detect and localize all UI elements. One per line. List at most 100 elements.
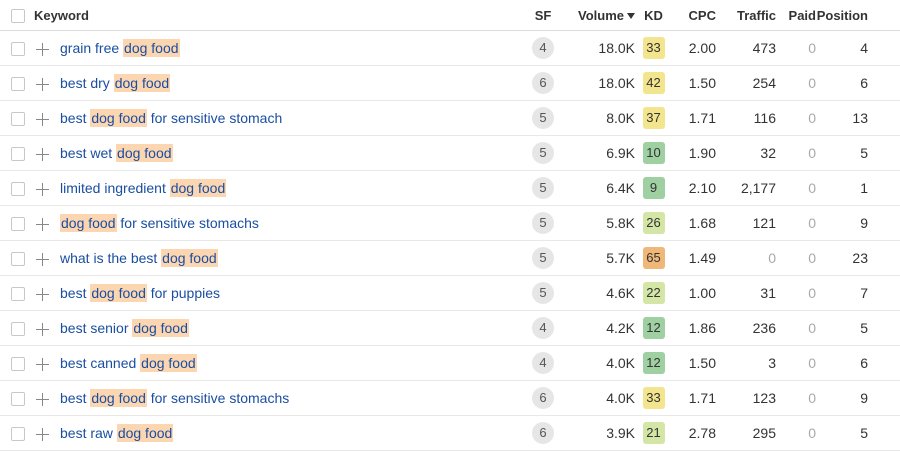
cpc-cell: 1.49 [672, 240, 716, 276]
keyword-link[interactable]: best wet dog food [60, 144, 173, 162]
add-to-list-cell [36, 30, 60, 66]
column-header-volume[interactable]: Volume [556, 0, 635, 31]
kd-badge: 42 [642, 72, 665, 94]
row-checkbox[interactable] [11, 252, 25, 267]
plus-icon[interactable] [36, 287, 49, 301]
column-header-sf[interactable]: SF [530, 0, 556, 31]
sf-badge[interactable]: 4 [532, 37, 554, 59]
row-checkbox[interactable] [11, 77, 25, 92]
keyword-link[interactable]: best canned dog food [60, 354, 197, 372]
column-header-paid[interactable]: Paid [776, 0, 816, 31]
keyword-text-post: for sensitive stomachs [146, 390, 290, 406]
keyword-link[interactable]: best dog food for sensitive stomach [60, 109, 282, 127]
row-checkbox[interactable] [11, 427, 25, 442]
sf-badge[interactable]: 6 [532, 72, 554, 94]
column-header-keyword[interactable]: Keyword [34, 0, 504, 31]
sf-badge[interactable]: 5 [532, 247, 554, 269]
volume-cell: 6.4K [556, 170, 635, 206]
plus-icon[interactable] [36, 147, 49, 161]
kd-badge: 33 [642, 387, 665, 409]
row-checkbox[interactable] [11, 392, 25, 407]
keyword-link[interactable]: best dog food for puppies [60, 284, 220, 302]
keyword-link[interactable]: best senior dog food [60, 319, 189, 337]
volume-cell: 5.7K [556, 240, 635, 276]
keyword-highlight: dog food [116, 144, 173, 162]
plus-icon[interactable] [36, 392, 49, 406]
row-checkbox-cell [0, 100, 36, 136]
position-cell: 6 [816, 345, 900, 381]
traffic-cell: 254 [716, 65, 776, 101]
kd-cell: 21 [635, 415, 672, 451]
plus-icon[interactable] [36, 182, 49, 196]
volume-cell: 4.0K [556, 380, 635, 416]
plus-icon[interactable] [36, 77, 49, 91]
column-header-position[interactable]: Position [816, 0, 900, 31]
row-checkbox[interactable] [11, 357, 25, 372]
volume-cell: 3.9K [556, 415, 635, 451]
plus-icon[interactable] [36, 357, 49, 371]
plus-icon[interactable] [36, 112, 49, 126]
volume-cell: 4.2K [556, 310, 635, 346]
sf-badge[interactable]: 6 [532, 387, 554, 409]
sf-cell: 5 [530, 170, 556, 206]
kd-cell: 33 [635, 30, 672, 66]
cpc-cell: 1.86 [672, 310, 716, 346]
sf-cell: 5 [530, 275, 556, 311]
kd-badge: 10 [642, 142, 665, 164]
keyword-text-post: for puppies [146, 285, 221, 301]
keyword-link[interactable]: limited ingredient dog food [60, 179, 227, 197]
row-checkbox[interactable] [11, 182, 25, 197]
traffic-cell: 236 [716, 310, 776, 346]
keyword-text-post: for sensitive stomachs [116, 215, 259, 231]
cpc-cell: 2.78 [672, 415, 716, 451]
paid-cell: 0 [776, 205, 816, 241]
kd-badge: 9 [642, 177, 665, 199]
column-header-kd[interactable]: KD [635, 0, 672, 31]
row-checkbox[interactable] [11, 147, 25, 162]
row-checkbox[interactable] [11, 42, 25, 57]
sf-badge[interactable]: 4 [532, 317, 554, 339]
row-checkbox[interactable] [11, 217, 25, 232]
kd-badge: 26 [642, 212, 665, 234]
keyword-text-pre: best raw [60, 425, 117, 441]
row-checkbox[interactable] [11, 322, 25, 337]
sf-badge[interactable]: 5 [532, 142, 554, 164]
kd-badge: 21 [642, 422, 665, 444]
keyword-link[interactable]: best raw dog food [60, 424, 174, 442]
traffic-cell: 123 [716, 380, 776, 416]
add-to-list-cell [36, 170, 60, 206]
keyword-link[interactable]: dog food for sensitive stomachs [60, 214, 259, 232]
sf-badge[interactable]: 5 [532, 107, 554, 129]
row-checkbox[interactable] [11, 287, 25, 302]
sf-badge[interactable]: 5 [532, 282, 554, 304]
table-row: limited ingredient dog food 5 6.4K 9 2.10 2,1… [0, 170, 900, 206]
keyword-text-pre: best dry [60, 75, 114, 91]
position-cell: 5 [816, 135, 900, 171]
paid-cell: 0 [776, 100, 816, 136]
plus-icon[interactable] [36, 252, 49, 266]
column-header-traffic[interactable]: Traffic [716, 0, 776, 31]
keyword-cell: best dog food for puppies [60, 275, 530, 311]
sf-badge[interactable]: 5 [532, 212, 554, 234]
plus-icon[interactable] [36, 42, 49, 56]
plus-icon[interactable] [36, 427, 49, 441]
sf-badge[interactable]: 4 [532, 352, 554, 374]
plus-icon[interactable] [36, 217, 49, 231]
keyword-highlight: dog food [169, 179, 227, 197]
cpc-cell: 1.50 [672, 65, 716, 101]
keyword-link[interactable]: what is the best dog food [60, 249, 218, 267]
sort-desc-icon [627, 13, 635, 20]
column-header-cpc[interactable]: CPC [672, 0, 716, 31]
sf-badge[interactable]: 5 [532, 177, 554, 199]
row-checkbox[interactable] [11, 112, 25, 127]
keyword-highlight: dog food [161, 249, 218, 267]
row-checkbox-cell [0, 65, 36, 101]
plus-icon[interactable] [36, 322, 49, 336]
row-checkbox-cell [0, 415, 36, 451]
keyword-link[interactable]: best dog food for sensitive stomachs [60, 389, 289, 407]
keyword-link[interactable]: grain free dog food [60, 39, 180, 57]
sf-badge[interactable]: 6 [532, 422, 554, 444]
row-checkbox-cell [0, 310, 36, 346]
select-all-checkbox[interactable] [11, 8, 25, 23]
keyword-link[interactable]: best dry dog food [60, 74, 171, 92]
